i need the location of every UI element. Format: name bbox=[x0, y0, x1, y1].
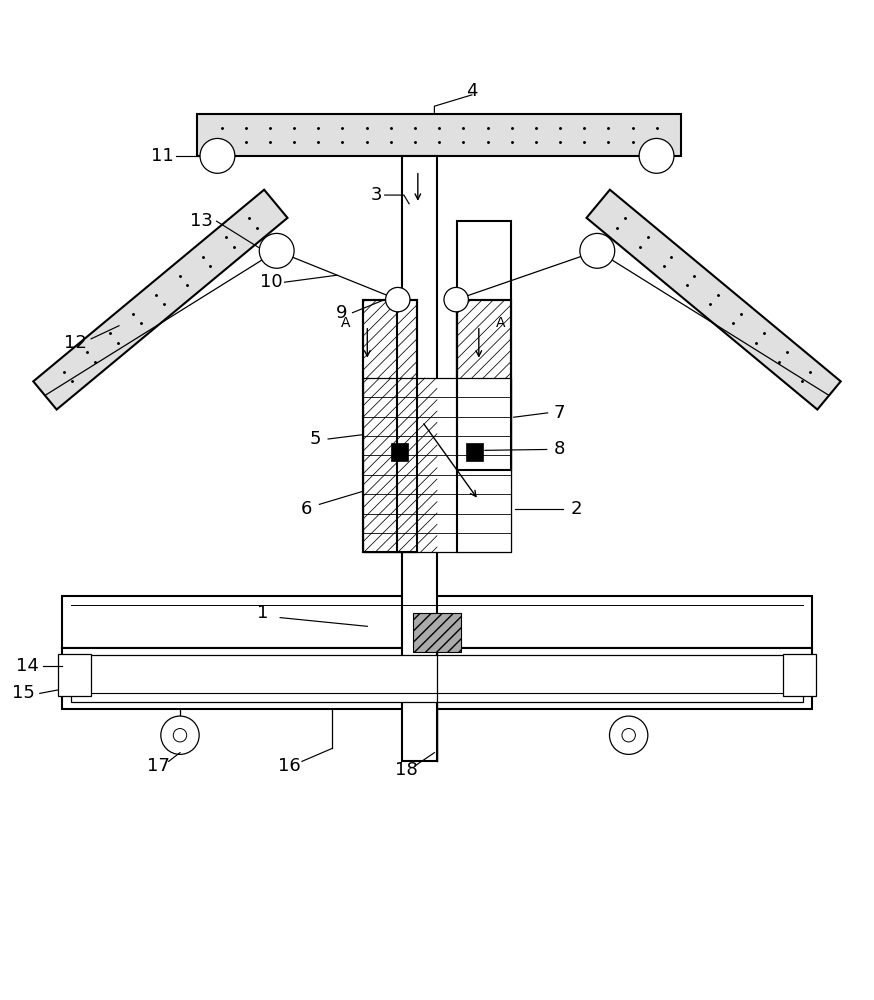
Text: 1: 1 bbox=[257, 604, 268, 622]
Circle shape bbox=[609, 716, 648, 754]
Bar bbox=[466, 443, 483, 461]
Text: 13: 13 bbox=[191, 212, 213, 230]
Text: 5: 5 bbox=[309, 430, 321, 448]
Bar bbox=[62, 596, 812, 648]
Bar bbox=[413, 613, 461, 652]
Text: A: A bbox=[496, 316, 505, 330]
Circle shape bbox=[200, 138, 235, 173]
Text: 8: 8 bbox=[553, 440, 565, 458]
Text: 16: 16 bbox=[278, 757, 301, 775]
Circle shape bbox=[639, 138, 674, 173]
Circle shape bbox=[579, 233, 614, 268]
Text: 2: 2 bbox=[571, 500, 582, 518]
Text: 7: 7 bbox=[553, 404, 565, 422]
Text: 17: 17 bbox=[147, 757, 170, 775]
Text: 11: 11 bbox=[151, 147, 174, 165]
Bar bbox=[457, 300, 511, 470]
Bar bbox=[58, 654, 91, 696]
Text: 3: 3 bbox=[371, 186, 382, 204]
Text: A: A bbox=[341, 316, 350, 330]
Bar bbox=[402, 156, 437, 761]
Text: 4: 4 bbox=[466, 82, 477, 100]
Text: 9: 9 bbox=[336, 304, 347, 322]
Bar bbox=[457, 300, 511, 470]
Text: 10: 10 bbox=[260, 273, 283, 291]
Text: 12: 12 bbox=[64, 334, 87, 352]
Bar bbox=[71, 655, 803, 702]
Text: 18: 18 bbox=[395, 761, 418, 779]
Circle shape bbox=[385, 287, 410, 312]
Text: 14: 14 bbox=[16, 657, 39, 675]
Bar bbox=[62, 648, 812, 709]
Polygon shape bbox=[198, 114, 681, 156]
Polygon shape bbox=[586, 190, 841, 410]
Bar bbox=[363, 378, 511, 552]
Bar bbox=[391, 443, 408, 461]
Bar bbox=[363, 300, 417, 552]
Bar bbox=[783, 654, 816, 696]
Bar bbox=[363, 300, 417, 552]
Polygon shape bbox=[33, 190, 288, 410]
Text: 15: 15 bbox=[11, 684, 35, 702]
Circle shape bbox=[622, 729, 635, 742]
Text: 6: 6 bbox=[301, 500, 312, 518]
Circle shape bbox=[161, 716, 199, 754]
Circle shape bbox=[173, 729, 187, 742]
Bar bbox=[457, 221, 511, 552]
Circle shape bbox=[444, 287, 468, 312]
Circle shape bbox=[260, 233, 295, 268]
